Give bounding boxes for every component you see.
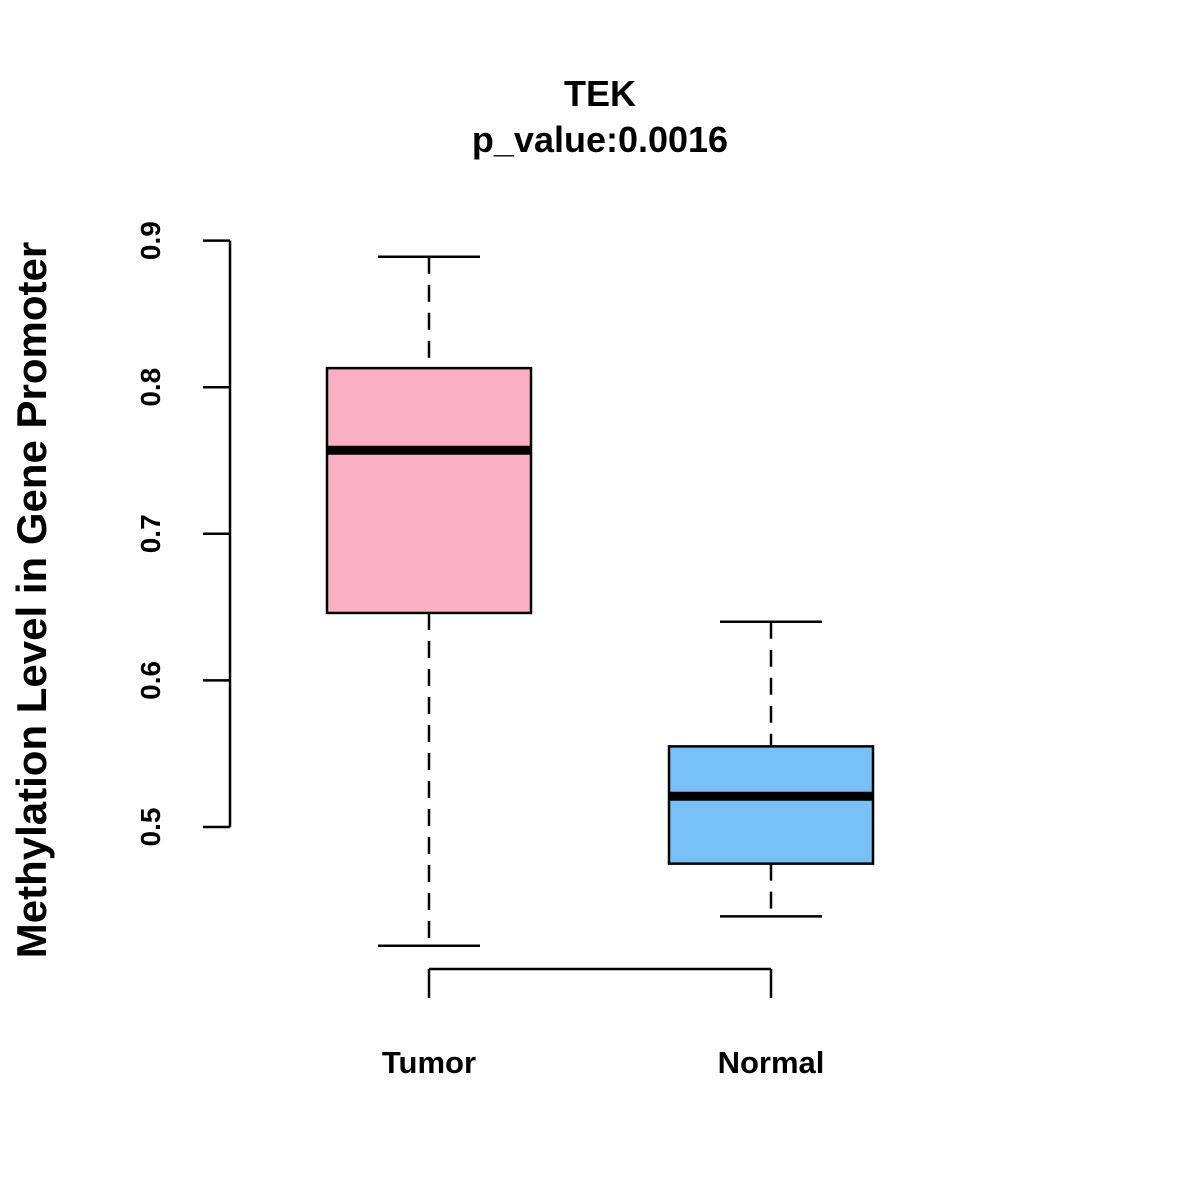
y-tick-label: 0.7 [135,514,166,553]
x-tick-label: Tumor [382,1045,476,1080]
chart-subtitle: p_value:0.0016 [472,119,728,160]
y-tick-label: 0.9 [135,221,166,260]
y-tick-label: 0.6 [135,661,166,700]
box-tumor [325,255,533,947]
x-axis: Tumor Normal [382,967,825,1080]
box-normal [667,620,875,918]
y-tick-label: 0.8 [135,368,166,407]
iqr-box [667,745,875,865]
y-axis-label: Methylation Level in Gene Promoter [8,242,55,958]
chart-title: TEK [564,73,636,114]
boxes [325,255,875,947]
iqr-box [325,366,533,615]
x-tick-label: Normal [718,1045,825,1080]
y-tick-label: 0.5 [135,808,166,847]
y-axis: 0.5 0.6 0.7 0.8 0.9 [135,221,232,847]
